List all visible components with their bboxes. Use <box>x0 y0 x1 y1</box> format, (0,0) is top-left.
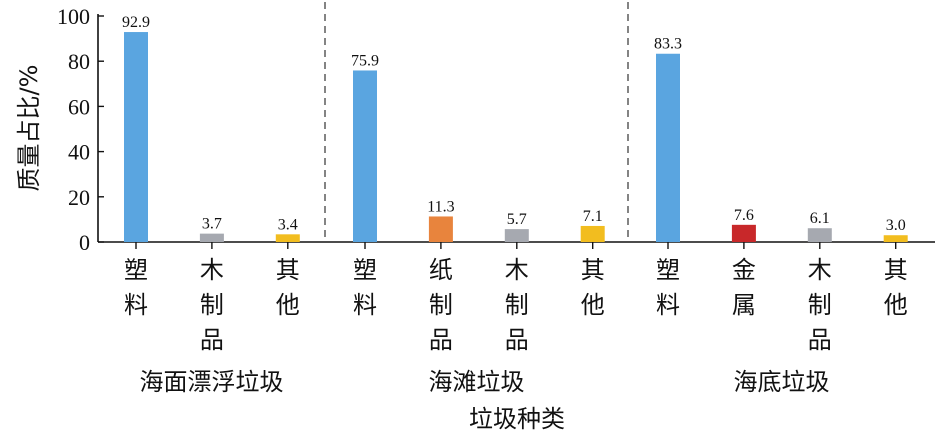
bar-other <box>275 234 300 242</box>
bar-value-label: 92.9 <box>122 14 150 31</box>
bar-metal <box>731 224 756 242</box>
y-tick-label: 100 <box>57 4 90 29</box>
group-label: 海面漂浮垃圾 <box>140 368 284 396</box>
value-labels: 92.9 3.7 3.4 75.9 11.3 5.7 7.1 83.3 7.6 6.1 3.0 <box>122 14 906 234</box>
y-tick-label: 20 <box>68 185 90 210</box>
x-axis-title: 垃圾种类 <box>469 405 565 433</box>
y-tick-label: 80 <box>68 49 90 74</box>
bar-value-label: 6.1 <box>810 210 830 227</box>
bar-value-label: 3.0 <box>886 217 906 234</box>
category-label: 木制品 <box>505 256 529 354</box>
bar-value-label: 7.1 <box>583 208 603 225</box>
category-label: 塑料 <box>353 256 377 319</box>
category-label: 其他 <box>276 256 300 319</box>
bar-wood <box>199 233 224 242</box>
bar-value-label: 3.4 <box>278 216 298 233</box>
bar-value-label: 75.9 <box>351 52 379 69</box>
bar-value-label: 11.3 <box>427 198 454 215</box>
bar-plastic <box>124 32 148 242</box>
axes: 0 20 40 60 80 100 <box>57 4 935 255</box>
category-label: 金属 <box>732 256 756 319</box>
bar-value-label: 5.7 <box>507 211 527 228</box>
category-label: 木制品 <box>200 256 224 354</box>
bar-value-label: 7.6 <box>734 207 754 224</box>
bar-other <box>580 225 605 242</box>
group-label: 海滩垃圾 <box>429 368 525 396</box>
bar-other <box>883 235 908 242</box>
bar-value-label: 3.7 <box>202 216 222 233</box>
bar-value-label: 83.3 <box>654 36 682 53</box>
category-label: 纸制品 <box>429 256 453 354</box>
category-label: 其他 <box>581 256 605 319</box>
category-label: 其他 <box>884 256 908 319</box>
bar-wood <box>807 228 832 242</box>
bar-wood <box>504 229 529 242</box>
category-label: 塑料 <box>124 256 148 319</box>
bar-plastic <box>656 53 680 242</box>
group-separators <box>324 2 629 242</box>
y-tick-label: 40 <box>68 140 90 165</box>
category-label: 塑料 <box>656 256 680 319</box>
bar-plastic <box>353 70 377 242</box>
y-axis-title: 质量占比/% <box>15 65 43 192</box>
y-tick-label: 0 <box>79 230 90 255</box>
bars <box>124 32 908 242</box>
group-label: 海底垃圾 <box>734 368 830 396</box>
group-labels: 海面漂浮垃圾 海滩垃圾 海底垃圾 <box>140 368 830 396</box>
category-label: 木制品 <box>808 256 832 354</box>
bar-paper <box>428 216 453 242</box>
y-tick-label: 60 <box>68 94 90 119</box>
